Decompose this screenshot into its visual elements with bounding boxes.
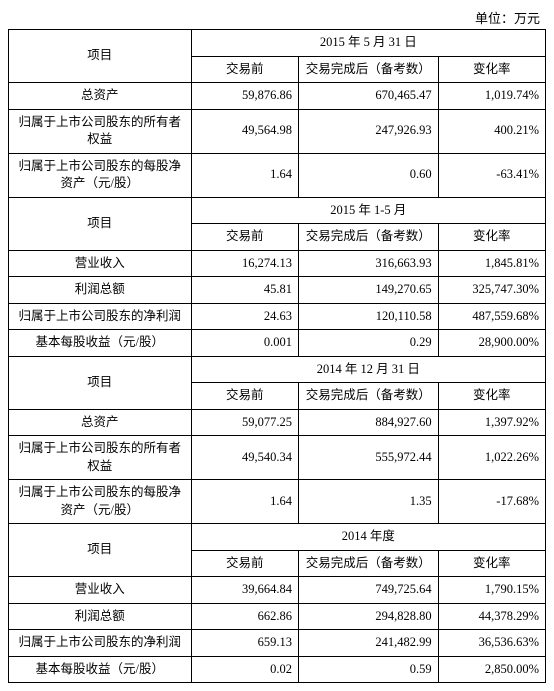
cell-after: 316,663.93 bbox=[298, 250, 438, 277]
cell-before: 0.001 bbox=[191, 330, 298, 357]
financial-table: 项目2015 年 5 月 31 日交易前交易完成后（备考数）变化率总资产59,8… bbox=[8, 29, 546, 683]
header-change: 变化率 bbox=[438, 224, 545, 251]
cell-before: 45.81 bbox=[191, 277, 298, 304]
header-item: 项目 bbox=[9, 30, 192, 83]
cell-before: 59,077.25 bbox=[191, 409, 298, 436]
row-label: 归属于上市公司股东的所有者权益 bbox=[9, 109, 192, 153]
header-change: 变化率 bbox=[438, 383, 545, 410]
cell-change: 1,019.74% bbox=[438, 83, 545, 110]
row-label: 利润总额 bbox=[9, 277, 192, 304]
header-item: 项目 bbox=[9, 524, 192, 577]
cell-before: 39,664.84 bbox=[191, 577, 298, 604]
header-before: 交易前 bbox=[191, 224, 298, 251]
cell-after: 0.59 bbox=[298, 656, 438, 683]
cell-after: 149,270.65 bbox=[298, 277, 438, 304]
header-period: 2015 年 5 月 31 日 bbox=[191, 30, 545, 57]
cell-before: 1.64 bbox=[191, 480, 298, 524]
cell-after: 241,482.99 bbox=[298, 630, 438, 657]
cell-after: 555,972.44 bbox=[298, 436, 438, 480]
cell-change: 1,790.15% bbox=[438, 577, 545, 604]
header-after: 交易完成后（备考数） bbox=[298, 224, 438, 251]
row-label: 归属于上市公司股东的每股净资产（元/股） bbox=[9, 153, 192, 197]
header-item: 项目 bbox=[9, 356, 192, 409]
row-label: 基本每股收益（元/股） bbox=[9, 330, 192, 357]
cell-before: 59,876.86 bbox=[191, 83, 298, 110]
cell-change: 400.21% bbox=[438, 109, 545, 153]
header-after: 交易完成后（备考数） bbox=[298, 383, 438, 410]
row-label: 利润总额 bbox=[9, 603, 192, 630]
header-before: 交易前 bbox=[191, 383, 298, 410]
cell-after: 0.60 bbox=[298, 153, 438, 197]
cell-after: 749,725.64 bbox=[298, 577, 438, 604]
header-after: 交易完成后（备考数） bbox=[298, 56, 438, 83]
row-label: 营业收入 bbox=[9, 577, 192, 604]
cell-after: 120,110.58 bbox=[298, 303, 438, 330]
row-label: 归属于上市公司股东的每股净资产（元/股） bbox=[9, 480, 192, 524]
header-item: 项目 bbox=[9, 197, 192, 250]
cell-after: 0.29 bbox=[298, 330, 438, 357]
cell-before: 0.02 bbox=[191, 656, 298, 683]
cell-before: 1.64 bbox=[191, 153, 298, 197]
cell-after: 884,927.60 bbox=[298, 409, 438, 436]
unit-label: 单位：万元 bbox=[8, 8, 546, 27]
cell-change: 44,378.29% bbox=[438, 603, 545, 630]
cell-change: 28,900.00% bbox=[438, 330, 545, 357]
cell-change: 1,397.92% bbox=[438, 409, 545, 436]
cell-change: 2,850.00% bbox=[438, 656, 545, 683]
row-label: 归属于上市公司股东的所有者权益 bbox=[9, 436, 192, 480]
row-label: 基本每股收益（元/股） bbox=[9, 656, 192, 683]
header-before: 交易前 bbox=[191, 56, 298, 83]
cell-before: 49,540.34 bbox=[191, 436, 298, 480]
cell-change: 325,747.30% bbox=[438, 277, 545, 304]
cell-before: 24.63 bbox=[191, 303, 298, 330]
row-label: 归属于上市公司股东的净利润 bbox=[9, 630, 192, 657]
cell-change: -63.41% bbox=[438, 153, 545, 197]
header-change: 变化率 bbox=[438, 56, 545, 83]
cell-after: 247,926.93 bbox=[298, 109, 438, 153]
row-label: 营业收入 bbox=[9, 250, 192, 277]
header-period: 2015 年 1-5 月 bbox=[191, 197, 545, 224]
cell-before: 49,564.98 bbox=[191, 109, 298, 153]
header-period: 2014 年度 bbox=[191, 524, 545, 551]
cell-after: 294,828.80 bbox=[298, 603, 438, 630]
cell-before: 662.86 bbox=[191, 603, 298, 630]
cell-change: 1,022.26% bbox=[438, 436, 545, 480]
row-label: 总资产 bbox=[9, 409, 192, 436]
cell-change: 487,559.68% bbox=[438, 303, 545, 330]
cell-change: -17.68% bbox=[438, 480, 545, 524]
header-period: 2014 年 12 月 31 日 bbox=[191, 356, 545, 383]
cell-before: 16,274.13 bbox=[191, 250, 298, 277]
cell-change: 1,845.81% bbox=[438, 250, 545, 277]
cell-after: 1.35 bbox=[298, 480, 438, 524]
row-label: 归属于上市公司股东的净利润 bbox=[9, 303, 192, 330]
cell-after: 670,465.47 bbox=[298, 83, 438, 110]
row-label: 总资产 bbox=[9, 83, 192, 110]
cell-before: 659.13 bbox=[191, 630, 298, 657]
cell-change: 36,536.63% bbox=[438, 630, 545, 657]
